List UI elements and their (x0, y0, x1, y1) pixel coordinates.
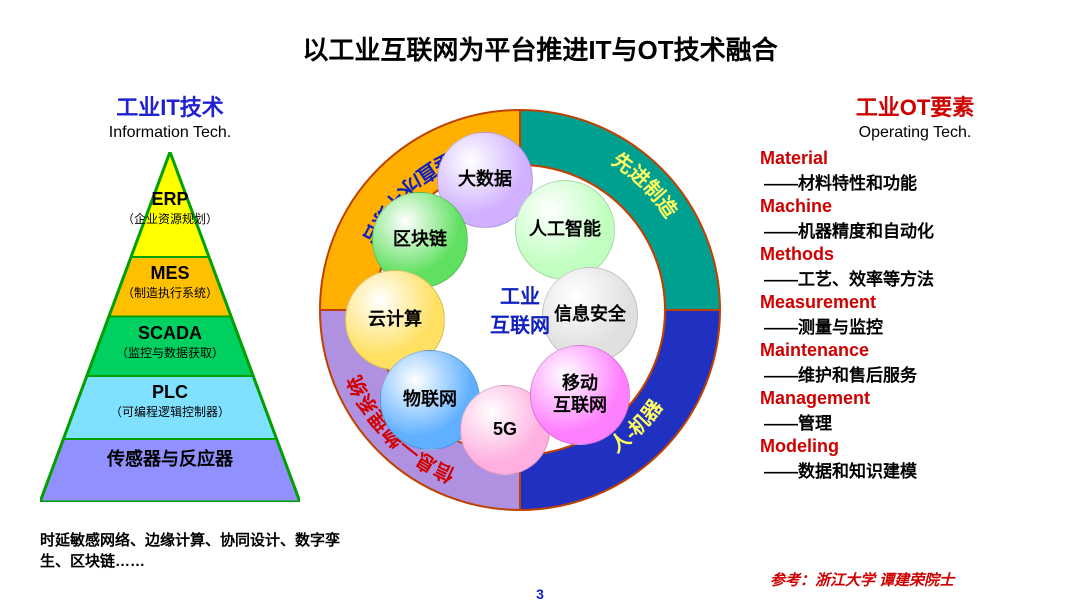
pyramid-level-sub: （可编程逻辑控制器） (40, 403, 300, 420)
tech-bubble-label: 5G (489, 415, 521, 445)
ot-item-cn: ——工艺、效率等方法 (764, 265, 1070, 290)
pyramid-level-sub: （监控与数据获取） (40, 344, 300, 361)
ot-item-cn: ——管理 (764, 409, 1070, 434)
ot-item: Management——管理 (760, 388, 1070, 434)
right-title: 工业OT要素 (760, 90, 1070, 122)
ot-item-cn: ——材料特性和功能 (764, 169, 1070, 194)
ot-item-cn: ——机器精度和自动化 (764, 217, 1070, 242)
pyramid-level: ERP（企业资源规划） (40, 189, 300, 227)
left-footnote: 时延敏感网络、边缘计算、协同设计、数字孪生、区块链…… (40, 530, 340, 572)
ot-item: Material——材料特性和功能 (760, 148, 1070, 194)
pyramid-level-label: PLC (40, 382, 300, 403)
left-title: 工业IT技术 (40, 90, 300, 122)
center-ring: 垂直/水平综合先进制造人-机器信息—物理系统 大数据区块链人工智能云计算信息安全… (310, 100, 730, 520)
credit-line: 参考：浙江大学 谭建荣院士 (770, 569, 954, 590)
left-panel: 工业IT技术 Information Tech. ERP（企业资源规划）MES（… (40, 90, 300, 502)
ot-item-cn: ——维护和售后服务 (764, 361, 1070, 386)
ot-item: Methods——工艺、效率等方法 (760, 244, 1070, 290)
ot-item: Machine——机器精度和自动化 (760, 196, 1070, 242)
ot-list: Material——材料特性和功能Machine——机器精度和自动化Method… (760, 148, 1070, 482)
tech-bubble-label: 区块链 (389, 225, 451, 255)
left-subtitle: Information Tech. (40, 124, 300, 142)
tech-bubble: 移动互联网 (530, 345, 630, 445)
tech-bubble-label: 大数据 (454, 165, 516, 195)
ot-item: Modeling——数据和知识建模 (760, 436, 1070, 482)
ot-item-en: Modeling (760, 436, 1070, 457)
page-title: 以工业互联网为平台推进IT与OT技术融合 (0, 30, 1080, 67)
tech-bubble-label: 物联网 (399, 385, 461, 415)
ot-item: Maintenance——维护和售后服务 (760, 340, 1070, 386)
ot-item-en: Methods (760, 244, 1070, 265)
pyramid-level-label: 传感器与反应器 (40, 445, 300, 471)
right-subtitle: Operating Tech. (760, 124, 1070, 142)
right-panel: 工业OT要素 Operating Tech. Material——材料特性和功能… (760, 90, 1070, 482)
pyramid-level-label: SCADA (40, 323, 300, 344)
pyramid-level: PLC（可编程逻辑控制器） (40, 382, 300, 420)
pyramid-level-label: MES (40, 263, 300, 284)
tech-bubble-label: 云计算 (364, 305, 426, 335)
ot-item-en: Machine (760, 196, 1070, 217)
pyramid-level: SCADA（监控与数据获取） (40, 323, 300, 361)
ot-item-en: Maintenance (760, 340, 1070, 361)
core-label: 工业互联网 (470, 280, 570, 338)
tech-bubble-label: 移动互联网 (549, 369, 611, 420)
ot-item-en: Management (760, 388, 1070, 409)
pyramid-level-sub: （企业资源规划） (40, 210, 300, 227)
ot-item-cn: ——数据和知识建模 (764, 457, 1070, 482)
tech-bubble: 人工智能 (515, 180, 615, 280)
pyramid-level-label: ERP (40, 189, 300, 210)
tech-bubble-label: 人工智能 (525, 215, 605, 245)
ot-item-en: Measurement (760, 292, 1070, 313)
ot-item-en: Material (760, 148, 1070, 169)
pyramid-level: 传感器与反应器 (40, 445, 300, 471)
it-pyramid: ERP（企业资源规划）MES（制造执行系统）SCADA（监控与数据获取）PLC（… (40, 152, 300, 502)
pyramid-level-sub: （制造执行系统） (40, 284, 300, 301)
pyramid-level: MES（制造执行系统） (40, 263, 300, 301)
ot-item-cn: ——测量与监控 (764, 313, 1070, 338)
ot-item: Measurement——测量与监控 (760, 292, 1070, 338)
